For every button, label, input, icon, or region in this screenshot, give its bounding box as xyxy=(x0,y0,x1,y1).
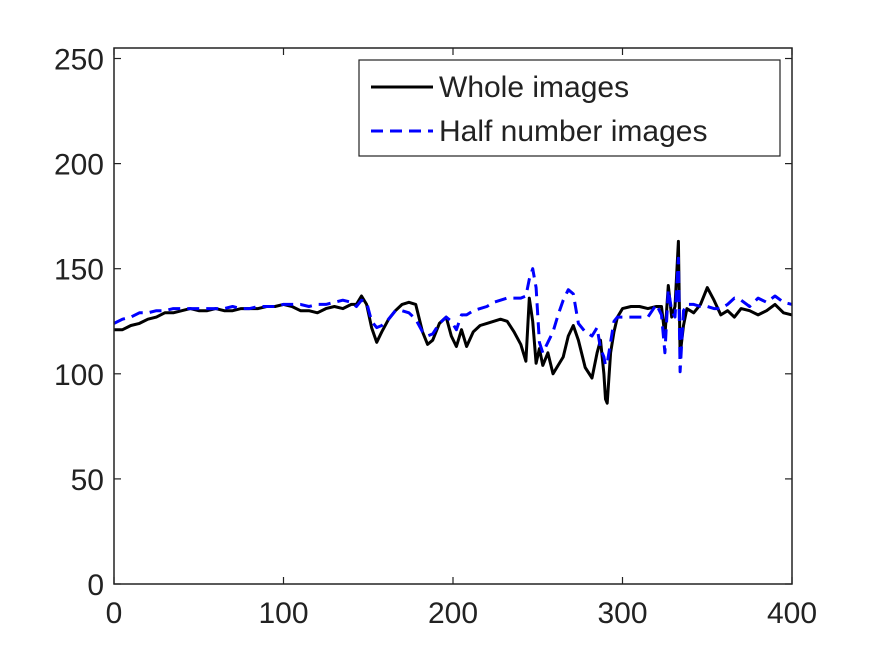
y-tick-label: 100 xyxy=(54,359,104,392)
x-tick-label: 0 xyxy=(106,597,123,630)
legend: Whole images Half number images xyxy=(358,59,781,157)
x-tick-label: 100 xyxy=(258,597,308,630)
series-line-half-number-images xyxy=(113,256,793,374)
y-tick-label: 50 xyxy=(71,464,104,497)
x-tick-label: 300 xyxy=(597,597,647,630)
x-tick-label: 200 xyxy=(428,597,478,630)
legend-box xyxy=(358,59,781,157)
x-axis: 0 100 200 300 400 xyxy=(106,48,817,630)
y-axis: 0 50 100 150 200 250 xyxy=(54,44,792,602)
y-tick-label: 150 xyxy=(54,254,104,287)
y-tick-label: 250 xyxy=(54,44,104,77)
x-tick-label: 400 xyxy=(767,597,817,630)
legend-label-half-number-images: Half number images xyxy=(439,115,707,148)
y-tick-label: 200 xyxy=(54,149,104,182)
legend-label-whole-images: Whole images xyxy=(439,71,629,104)
y-tick-label: 0 xyxy=(87,569,104,602)
series-layer xyxy=(113,239,793,405)
